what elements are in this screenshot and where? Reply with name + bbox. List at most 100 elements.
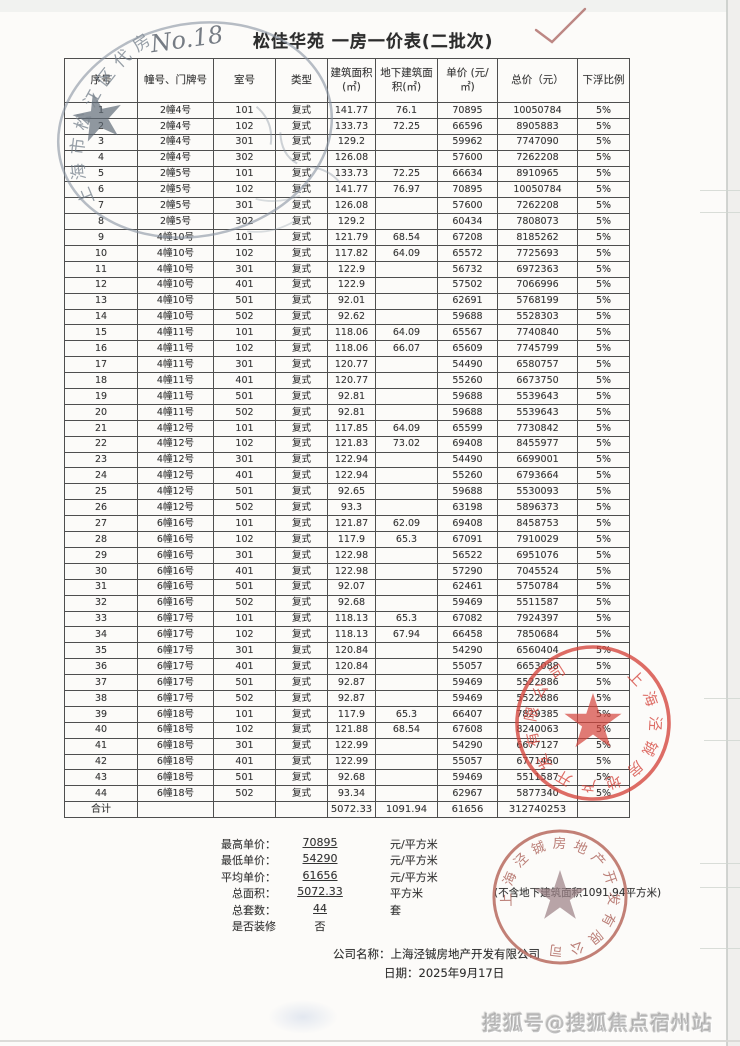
table-cell: 10050784: [497, 181, 578, 199]
table-cell: 13: [64, 292, 138, 310]
table-cell: 18: [64, 372, 138, 390]
table-cell: 39: [64, 705, 138, 723]
table-cell: [375, 737, 438, 755]
table-cell: 7045524: [497, 562, 578, 580]
table-cell: 5%: [577, 197, 630, 215]
table-cell: 复式: [275, 117, 328, 135]
table-cell: 5%: [577, 260, 630, 278]
table-cell: 7740840: [497, 324, 578, 342]
table-cell: 8185262: [497, 229, 578, 247]
table-cell: 301: [213, 546, 276, 564]
table-cell: 5896373: [497, 499, 578, 517]
table-row: 21 4幢12号 101 复式 117.85 64.09 65599 7730842 5%: [64, 419, 630, 437]
summary-label: 最低单价：: [221, 854, 276, 868]
table-cell: 301: [213, 642, 276, 660]
table-cell: 16: [64, 340, 138, 358]
table-cell: 5%: [577, 388, 630, 405]
table-cell: 复式: [275, 260, 328, 278]
table-cell: 4幢12号: [137, 483, 214, 501]
table-row: 17 4幢11号 301 复式 120.77 54490 6580757 5%: [64, 356, 630, 374]
table-cell: 5539643: [497, 388, 578, 405]
table-cell: 复式: [275, 197, 328, 215]
table-cell: 141.77: [327, 102, 376, 119]
price-table: 序号 幢号、门牌号 室号 类型 建筑面积 (㎡) 地下建筑面积(㎡) 单价 (元…: [64, 58, 630, 819]
table-cell: 69408: [437, 515, 498, 533]
table-cell: 141.77: [327, 181, 376, 199]
summary-value: 54290: [302, 852, 338, 866]
summary-unit: 元/平方米: [390, 838, 438, 851]
table-cell: 4幢10号: [137, 292, 214, 310]
table-cell: 4幢11号: [137, 356, 214, 374]
table-cell: 4幢12号: [137, 499, 214, 517]
table-cell: 62461: [437, 578, 498, 596]
table-cell: 5%: [577, 213, 630, 231]
table-cell: 7910029: [497, 531, 578, 548]
table-cell: 5750784: [497, 578, 578, 596]
table-cell: 55260: [437, 372, 498, 390]
table-cell: 23: [64, 451, 138, 469]
table-cell: 76.1: [375, 102, 438, 119]
table-cell: 复式: [275, 705, 328, 723]
table-row: 23 4幢12号 301 复式 122.94 54490 6699001 5%: [64, 451, 630, 469]
table-cell: 67608: [437, 721, 498, 739]
table-cell: [375, 149, 438, 167]
summary-row: 最高单价： 70895 元/平方米: [196, 836, 676, 852]
table-cell: 92.81: [327, 403, 376, 421]
summary-label: 总套数：: [232, 903, 276, 917]
table-row: 30 6幢16号 401 复式 122.98 57290 7045524 5%: [64, 562, 630, 580]
table-cell: 5768199: [497, 292, 578, 310]
table-cell: 41: [64, 737, 138, 755]
table-cell: 5%: [577, 419, 630, 437]
table-cell: [375, 483, 438, 501]
table-cell: 92.87: [327, 674, 376, 691]
summary-row: 平均单价： 61656 元/平方米: [196, 869, 676, 885]
table-cell: 66407: [437, 705, 498, 723]
table-cell: 6幢17号: [137, 610, 214, 628]
table-cell: 73.02: [375, 435, 438, 453]
col-header-underground-area: 地下建筑面积(㎡): [375, 58, 438, 103]
table-cell: 8240063: [497, 721, 578, 739]
table-cell: 复式: [275, 769, 328, 787]
table-cell: 66596: [437, 117, 498, 135]
table-cell: [375, 292, 438, 310]
table-row: 5 2幢5号 101 复式 133.73 72.25 66634 8910965 5%: [64, 165, 630, 183]
table-cell: 6幢16号: [137, 562, 214, 580]
table-cell: [375, 546, 438, 564]
table-row: 8 2幢5号 302 复式 129.2 60434 7808073 5%: [64, 213, 630, 231]
table-row: 24 4幢12号 401 复式 122.94 55260 6793664 5%: [64, 467, 630, 485]
table-cell: 401: [213, 467, 276, 485]
table-cell: 2: [64, 117, 138, 135]
table-cell: 122.98: [327, 546, 376, 564]
summary-unit: 元/平方米: [390, 854, 438, 868]
table-cell: 5%: [577, 372, 630, 390]
table-cell: 5%: [577, 403, 630, 421]
table-cell: 15: [64, 324, 138, 342]
table-cell: 复式: [275, 149, 328, 167]
table-cell: 7262208: [497, 197, 578, 215]
table-cell: 复式: [275, 546, 328, 564]
table-cell: 6幢18号: [137, 753, 214, 771]
table-cell: 5%: [577, 705, 630, 723]
table-cell: 64.09: [375, 419, 438, 437]
table-row: 2 2幢4号 102 复式 133.73 72.25 66596 8905883 5%: [64, 117, 630, 135]
table-cell: [375, 594, 438, 612]
table-cell: 57502: [437, 276, 498, 294]
table-cell: 复式: [275, 292, 328, 310]
table-cell: 65567: [437, 324, 498, 342]
table-cell: 7066996: [497, 276, 578, 294]
table-cell: 5%: [577, 594, 630, 612]
table-cell: 93.3: [327, 499, 376, 517]
table-row: 18 4幢11号 401 复式 120.77 55260 6673750 5%: [64, 372, 630, 390]
ruled-line: [700, 190, 740, 191]
table-cell: 101: [213, 419, 276, 437]
table-cell: 7745799: [497, 340, 578, 358]
table-cell: 4幢11号: [137, 388, 214, 405]
table-cell: 6673750: [497, 372, 578, 390]
page-edge-strip: [727, 0, 740, 1046]
table-cell: 4幢10号: [137, 260, 214, 278]
table-cell: [375, 642, 438, 660]
table-cell: 5%: [577, 674, 630, 691]
table-cell: 复式: [275, 403, 328, 421]
table-cell: 22: [64, 435, 138, 453]
